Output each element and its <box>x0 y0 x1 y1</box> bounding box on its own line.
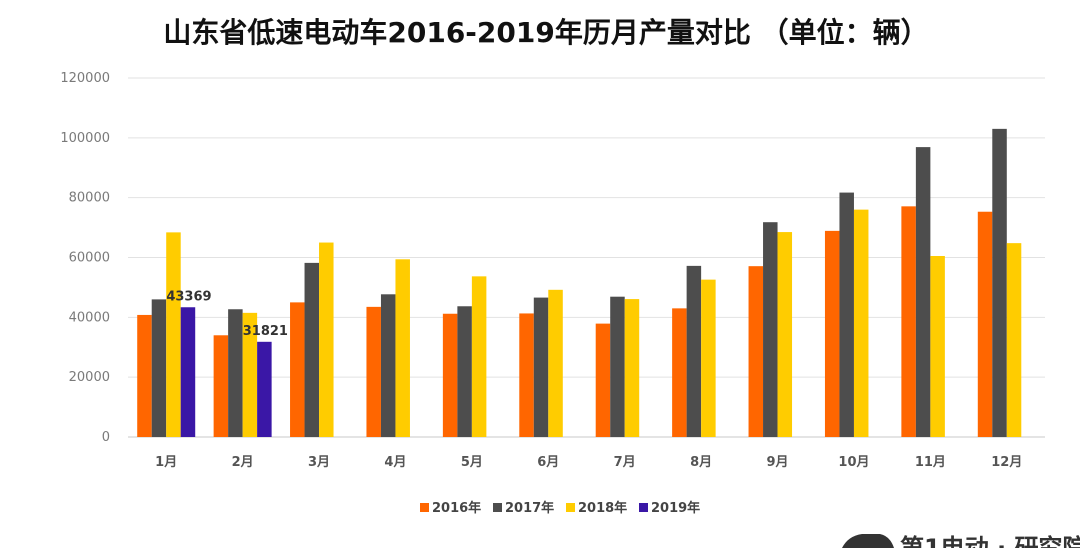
bar <box>319 242 334 437</box>
bar <box>748 266 764 437</box>
bar <box>166 232 181 437</box>
legend-item: 2016年 <box>420 500 481 516</box>
bar <box>901 206 916 437</box>
bar <box>519 313 534 437</box>
bar <box>442 313 458 437</box>
watermark-logo: 第1电动 · 研究院 <box>842 534 1080 552</box>
legend: 2016年 2017年 2018年 2019年 <box>420 500 700 516</box>
bar <box>701 279 716 437</box>
legend-swatch <box>566 503 575 512</box>
gridlines <box>128 77 1045 438</box>
y-tick-label: 60000 <box>69 251 110 266</box>
x-tick-label: 7月 <box>614 455 636 470</box>
bar <box>366 306 381 437</box>
bar <box>228 309 243 437</box>
y-tick-label: 0 <box>102 430 110 445</box>
bar <box>777 232 793 437</box>
bar <box>457 306 472 437</box>
legend-item: 2017年 <box>493 500 554 516</box>
x-tick-label: 1月 <box>155 455 177 470</box>
x-tick-label: 12月 <box>991 455 1022 470</box>
chart-title: 山东省低速电动车2016-2019年历月产量对比 （单位：辆） <box>163 16 928 49</box>
bar <box>213 335 229 437</box>
y-axis: 0 20000 40000 60000 80000 100000 120000 <box>60 71 110 445</box>
y-tick-label: 100000 <box>60 131 110 146</box>
y-tick-label: 40000 <box>69 310 110 325</box>
legend-item: 2018年 <box>566 500 627 516</box>
bar <box>180 307 196 437</box>
bar <box>595 323 611 437</box>
x-tick-label: 11月 <box>915 455 946 470</box>
bar <box>610 296 625 437</box>
x-tick-label: 10月 <box>838 455 869 470</box>
bar <box>824 230 840 437</box>
watermark-text: 第1电动 · 研究院 <box>900 534 1080 548</box>
legend-swatch <box>493 503 502 512</box>
data-label: 31821 <box>243 324 288 339</box>
x-tick-label: 4月 <box>384 455 406 470</box>
bar <box>533 297 549 437</box>
legend-label: 2018年 <box>578 500 627 516</box>
legend-label: 2017年 <box>505 500 554 516</box>
car-icon <box>842 534 894 548</box>
bar <box>548 289 563 437</box>
bar <box>977 211 993 437</box>
bar <box>839 192 854 437</box>
bar <box>151 299 167 437</box>
bar <box>380 294 396 437</box>
bar <box>1006 243 1022 437</box>
bar <box>242 312 258 437</box>
legend-swatch <box>639 503 648 512</box>
y-tick-label: 20000 <box>69 370 110 385</box>
x-tick-label: 2月 <box>232 455 254 470</box>
legend-swatch <box>420 503 429 512</box>
x-tick-label: 5月 <box>461 455 483 470</box>
bar <box>257 341 272 437</box>
bar <box>290 302 305 437</box>
bar <box>624 299 640 437</box>
data-label: 43369 <box>166 289 211 304</box>
bar <box>471 276 487 437</box>
bar <box>763 222 778 437</box>
legend-label: 2019年 <box>651 500 700 516</box>
bar <box>672 308 687 437</box>
y-tick-label: 120000 <box>60 71 110 86</box>
legend-item: 2019年 <box>639 500 700 516</box>
y-tick-label: 80000 <box>69 191 110 206</box>
bar <box>853 209 869 437</box>
bar <box>304 262 320 437</box>
x-tick-label: 8月 <box>690 455 712 470</box>
bar <box>395 259 410 437</box>
legend-label: 2016年 <box>432 500 481 516</box>
bar <box>686 265 702 437</box>
x-tick-label: 6月 <box>537 455 559 470</box>
bar <box>915 147 931 438</box>
x-tick-label: 9月 <box>767 455 789 470</box>
x-tick-label: 3月 <box>308 455 330 470</box>
bar <box>137 314 152 437</box>
data-labels: 43369 31821 <box>166 289 288 339</box>
bars <box>137 128 1022 438</box>
x-axis: 1月 2月 3月 4月 5月 6月 7月 8月 9月 10月 11月 12月 <box>155 455 1022 470</box>
bar <box>992 128 1007 437</box>
bar <box>930 256 945 437</box>
